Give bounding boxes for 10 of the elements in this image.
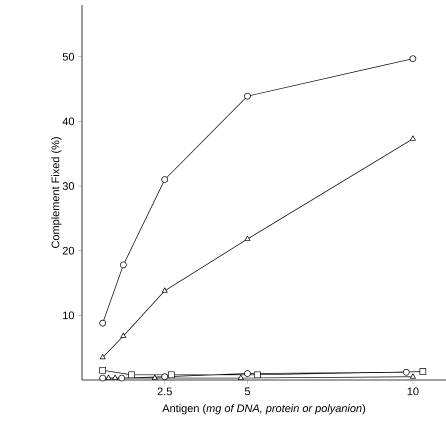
x-tick-label: 2.5	[158, 388, 172, 396]
y-tick-label: 20	[62, 246, 74, 255]
x-tick-label: 10	[408, 388, 419, 396]
x-axis-title: Antigen (mg of DNA, protein or polyanion)	[162, 404, 366, 414]
y-tick-label: 10	[63, 311, 74, 320]
y-tick-label: 50	[62, 52, 74, 61]
x-tick-label: 5	[244, 388, 250, 396]
y-axis-title: Complement Fixed (%)	[51, 137, 62, 248]
y-tick-label: 40	[62, 118, 74, 126]
y-tick-label: 30	[62, 182, 74, 190]
